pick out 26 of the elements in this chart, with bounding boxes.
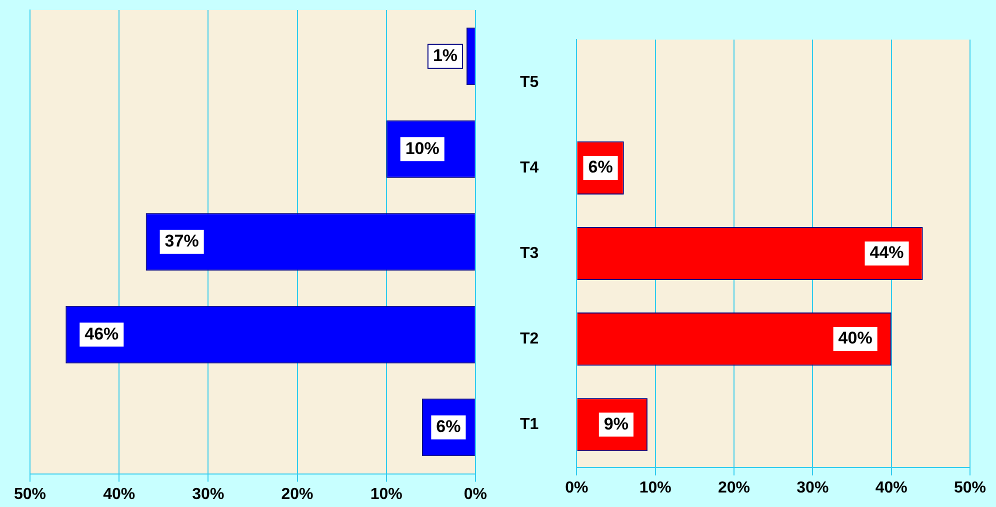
x-tick-label: 0% [565, 479, 588, 496]
data-label: 44% [870, 243, 904, 262]
data-label: 37% [164, 232, 199, 251]
x-tick-label: 50% [14, 486, 46, 503]
data-label: 9% [604, 414, 628, 434]
y-tick-label: T1 [520, 416, 539, 434]
y-tick-label: T4 [520, 159, 539, 176]
x-tick-label: 30% [796, 479, 829, 496]
x-tick-label: 10% [639, 479, 672, 496]
data-label: 6% [588, 158, 613, 177]
y-tick-label: T5 [520, 74, 539, 91]
y-tick-label: T2 [520, 330, 539, 348]
x-tick-label: 10% [370, 486, 402, 503]
data-label: 46% [84, 324, 119, 344]
data-label: 10% [405, 138, 440, 158]
data-label: 6% [436, 417, 461, 436]
data-label: 1% [432, 46, 458, 66]
x-tick-label: 40% [103, 486, 136, 503]
x-tick-label: 40% [875, 479, 908, 496]
x-tick-label: 50% [954, 479, 986, 496]
x-tick-label: 20% [718, 479, 750, 496]
data-label: 40% [838, 328, 872, 348]
x-tick-label: 30% [192, 486, 224, 503]
x-tick-label: 20% [281, 486, 314, 503]
y-tick-label: T3 [520, 244, 539, 262]
x-tick-label: 0% [464, 486, 487, 503]
